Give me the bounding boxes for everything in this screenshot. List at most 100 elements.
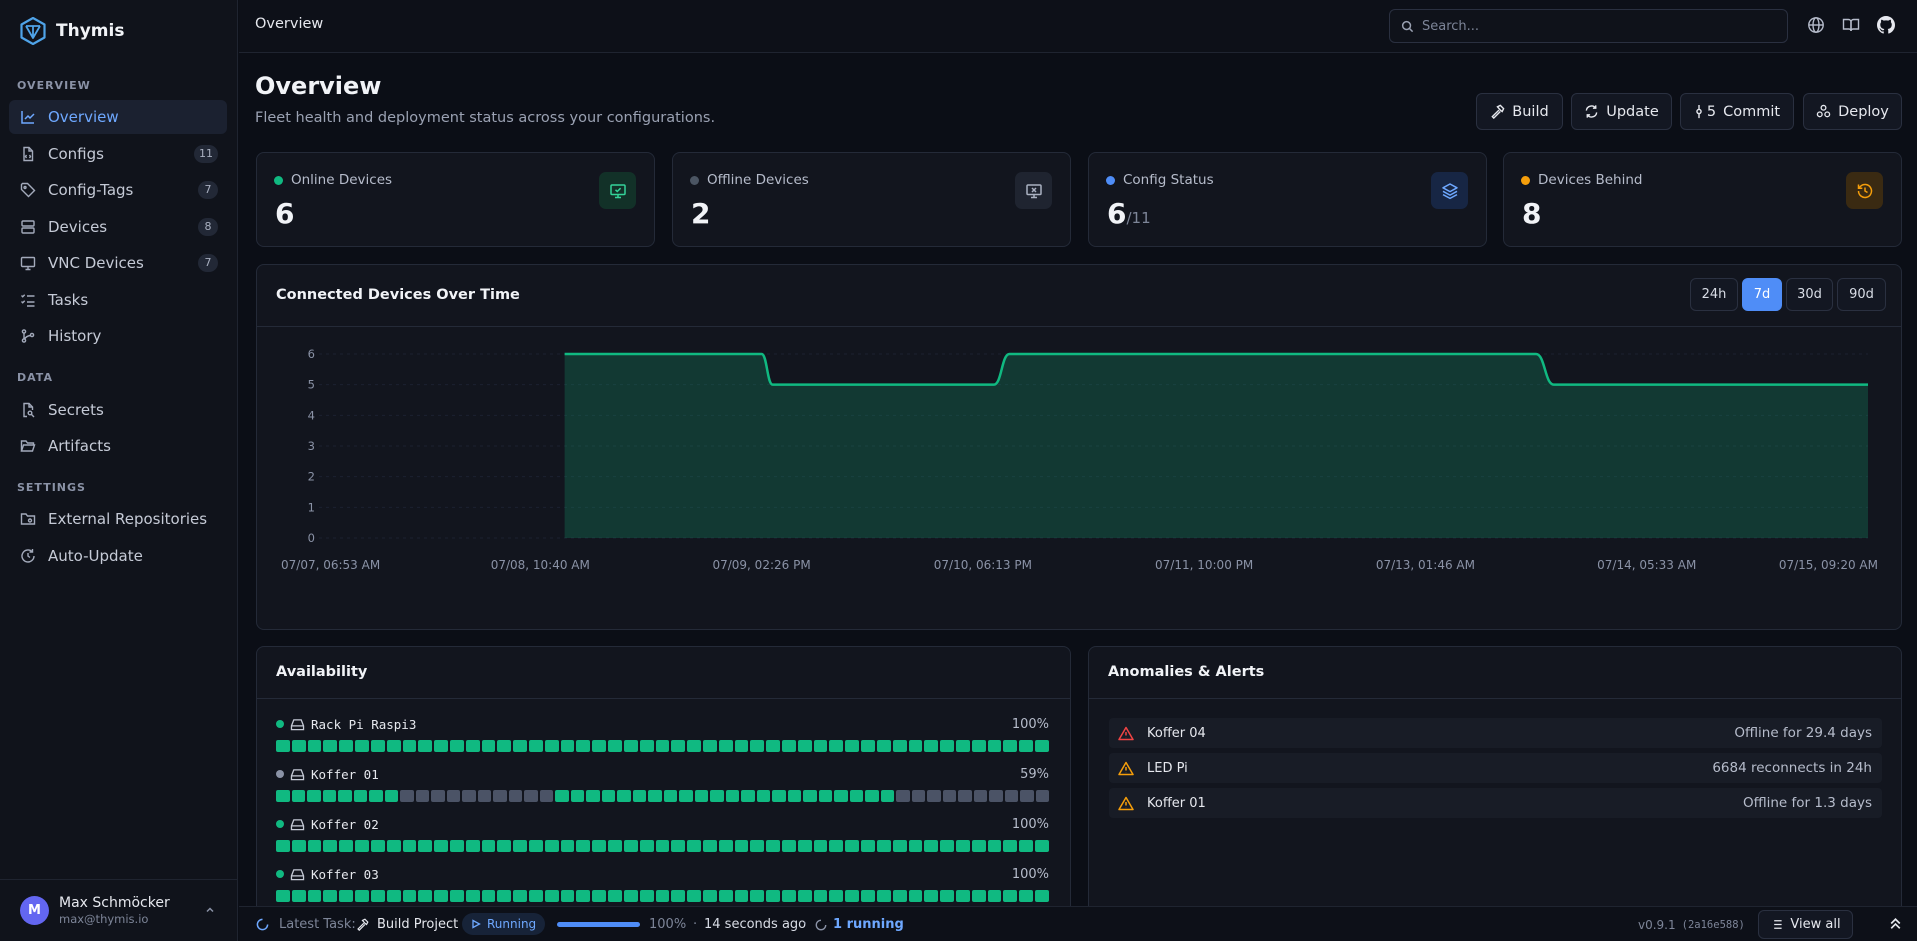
availability-segment[interactable] [560, 840, 575, 852]
availability-segment[interactable] [307, 890, 322, 902]
availability-segment[interactable] [1003, 740, 1018, 752]
latest-task[interactable]: Build Project [356, 917, 458, 932]
availability-segment[interactable] [702, 840, 717, 852]
availability-segment[interactable] [276, 840, 290, 852]
availability-segment[interactable] [623, 840, 638, 852]
availability-segment[interactable] [655, 890, 670, 902]
availability-segment[interactable] [355, 740, 369, 752]
stat-card-offline[interactable]: Offline Devices 2 [672, 152, 1071, 247]
availability-segment[interactable] [1019, 840, 1033, 852]
availability-segment[interactable] [386, 840, 401, 852]
availability-segment[interactable] [648, 790, 662, 802]
availability-segment[interactable] [576, 890, 591, 902]
availability-segment[interactable] [750, 740, 765, 752]
availability-segment[interactable] [892, 740, 907, 752]
availability-segment[interactable] [766, 840, 780, 852]
availability-segment[interactable] [782, 840, 796, 852]
availability-segment[interactable] [876, 890, 891, 902]
sidebar-item-devices[interactable]: Devices 8 [9, 210, 227, 244]
availability-segment[interactable] [756, 790, 770, 802]
availability-segment[interactable] [323, 840, 338, 852]
availability-segment[interactable] [876, 740, 891, 752]
availability-segment[interactable] [291, 890, 306, 902]
availability-segment[interactable] [782, 890, 796, 902]
availability-segment[interactable] [369, 790, 383, 802]
availability-segment[interactable] [576, 840, 591, 852]
build-button[interactable]: Build [1476, 93, 1563, 130]
availability-segment[interactable] [1019, 890, 1033, 902]
availability-segment[interactable] [927, 790, 941, 802]
availability-segment[interactable] [924, 840, 939, 852]
availability-segment[interactable] [586, 790, 600, 802]
availability-segment[interactable] [608, 740, 622, 752]
github-icon[interactable] [1877, 16, 1895, 34]
availability-segment[interactable] [955, 840, 970, 852]
search-box[interactable] [1389, 9, 1788, 43]
availability-segment[interactable] [339, 840, 354, 852]
availability-segment[interactable] [402, 840, 417, 852]
availability-segment[interactable] [782, 740, 796, 752]
availability-segment[interactable] [687, 840, 701, 852]
availability-segment[interactable] [276, 890, 290, 902]
sidebar-item-vnc-devices[interactable]: VNC Devices 7 [9, 246, 227, 280]
availability-segment[interactable] [955, 890, 970, 902]
availability-segment[interactable] [481, 840, 496, 852]
availability-segment[interactable] [339, 740, 354, 752]
availability-segment[interactable] [687, 740, 701, 752]
availability-segment[interactable] [481, 740, 496, 752]
availability-segment[interactable] [813, 890, 828, 902]
availability-segment[interactable] [958, 790, 972, 802]
availability-segment[interactable] [524, 790, 538, 802]
availability-segment[interactable] [710, 790, 724, 802]
availability-segment[interactable] [449, 890, 464, 902]
availability-segment[interactable] [813, 840, 828, 852]
deploy-button[interactable]: Deploy [1803, 93, 1902, 130]
availability-segment[interactable] [834, 790, 848, 802]
availability-segment[interactable] [1003, 840, 1018, 852]
availability-segment[interactable] [845, 840, 860, 852]
availability-segment[interactable] [671, 840, 686, 852]
availability-segment[interactable] [797, 840, 812, 852]
update-button[interactable]: Update [1571, 93, 1672, 130]
availability-segment[interactable] [911, 790, 925, 802]
availability-segment[interactable] [766, 740, 780, 752]
availability-segment[interactable] [323, 740, 338, 752]
sidebar-item-overview[interactable]: Overview [9, 100, 227, 134]
availability-segment[interactable] [276, 790, 290, 802]
sidebar-item-external-repositories[interactable]: External Repositories [9, 502, 227, 536]
availability-segment[interactable] [687, 890, 701, 902]
availability-segment[interactable] [481, 890, 496, 902]
range-button-7d[interactable]: 7d [1742, 278, 1782, 311]
availability-row[interactable]: Koffer 02 100% [276, 815, 1049, 863]
availability-segment[interactable] [449, 840, 464, 852]
availability-segment[interactable] [845, 890, 860, 902]
availability-segment[interactable] [655, 840, 670, 852]
availability-segment[interactable] [955, 740, 970, 752]
availability-segment[interactable] [845, 740, 860, 752]
chevrons-up-icon[interactable] [1888, 916, 1903, 931]
availability-segment[interactable] [370, 740, 385, 752]
availability-segment[interactable] [623, 740, 638, 752]
availability-segment[interactable] [924, 890, 939, 902]
sidebar-item-tasks[interactable]: Tasks [9, 283, 227, 317]
availability-segment[interactable] [353, 790, 367, 802]
availability-segment[interactable] [291, 840, 306, 852]
availability-segment[interactable] [402, 890, 417, 902]
availability-segment[interactable] [497, 740, 512, 752]
availability-segment[interactable] [497, 890, 512, 902]
availability-segment[interactable] [865, 790, 879, 802]
availability-segment[interactable] [940, 890, 954, 902]
availability-segment[interactable] [386, 740, 401, 752]
availability-segment[interactable] [971, 840, 986, 852]
availability-segment[interactable] [434, 890, 448, 902]
availability-segment[interactable] [402, 740, 417, 752]
running-count[interactable]: 1 running [815, 917, 904, 932]
sidebar-item-config-tags[interactable]: Config-Tags 7 [9, 173, 227, 207]
search-input[interactable] [1422, 18, 1762, 34]
range-button-24h[interactable]: 24h [1690, 278, 1738, 311]
availability-segment[interactable] [718, 840, 733, 852]
availability-segment[interactable] [418, 740, 433, 752]
availability-segment[interactable] [434, 840, 448, 852]
availability-segment[interactable] [766, 890, 780, 902]
availability-segment[interactable] [787, 790, 801, 802]
